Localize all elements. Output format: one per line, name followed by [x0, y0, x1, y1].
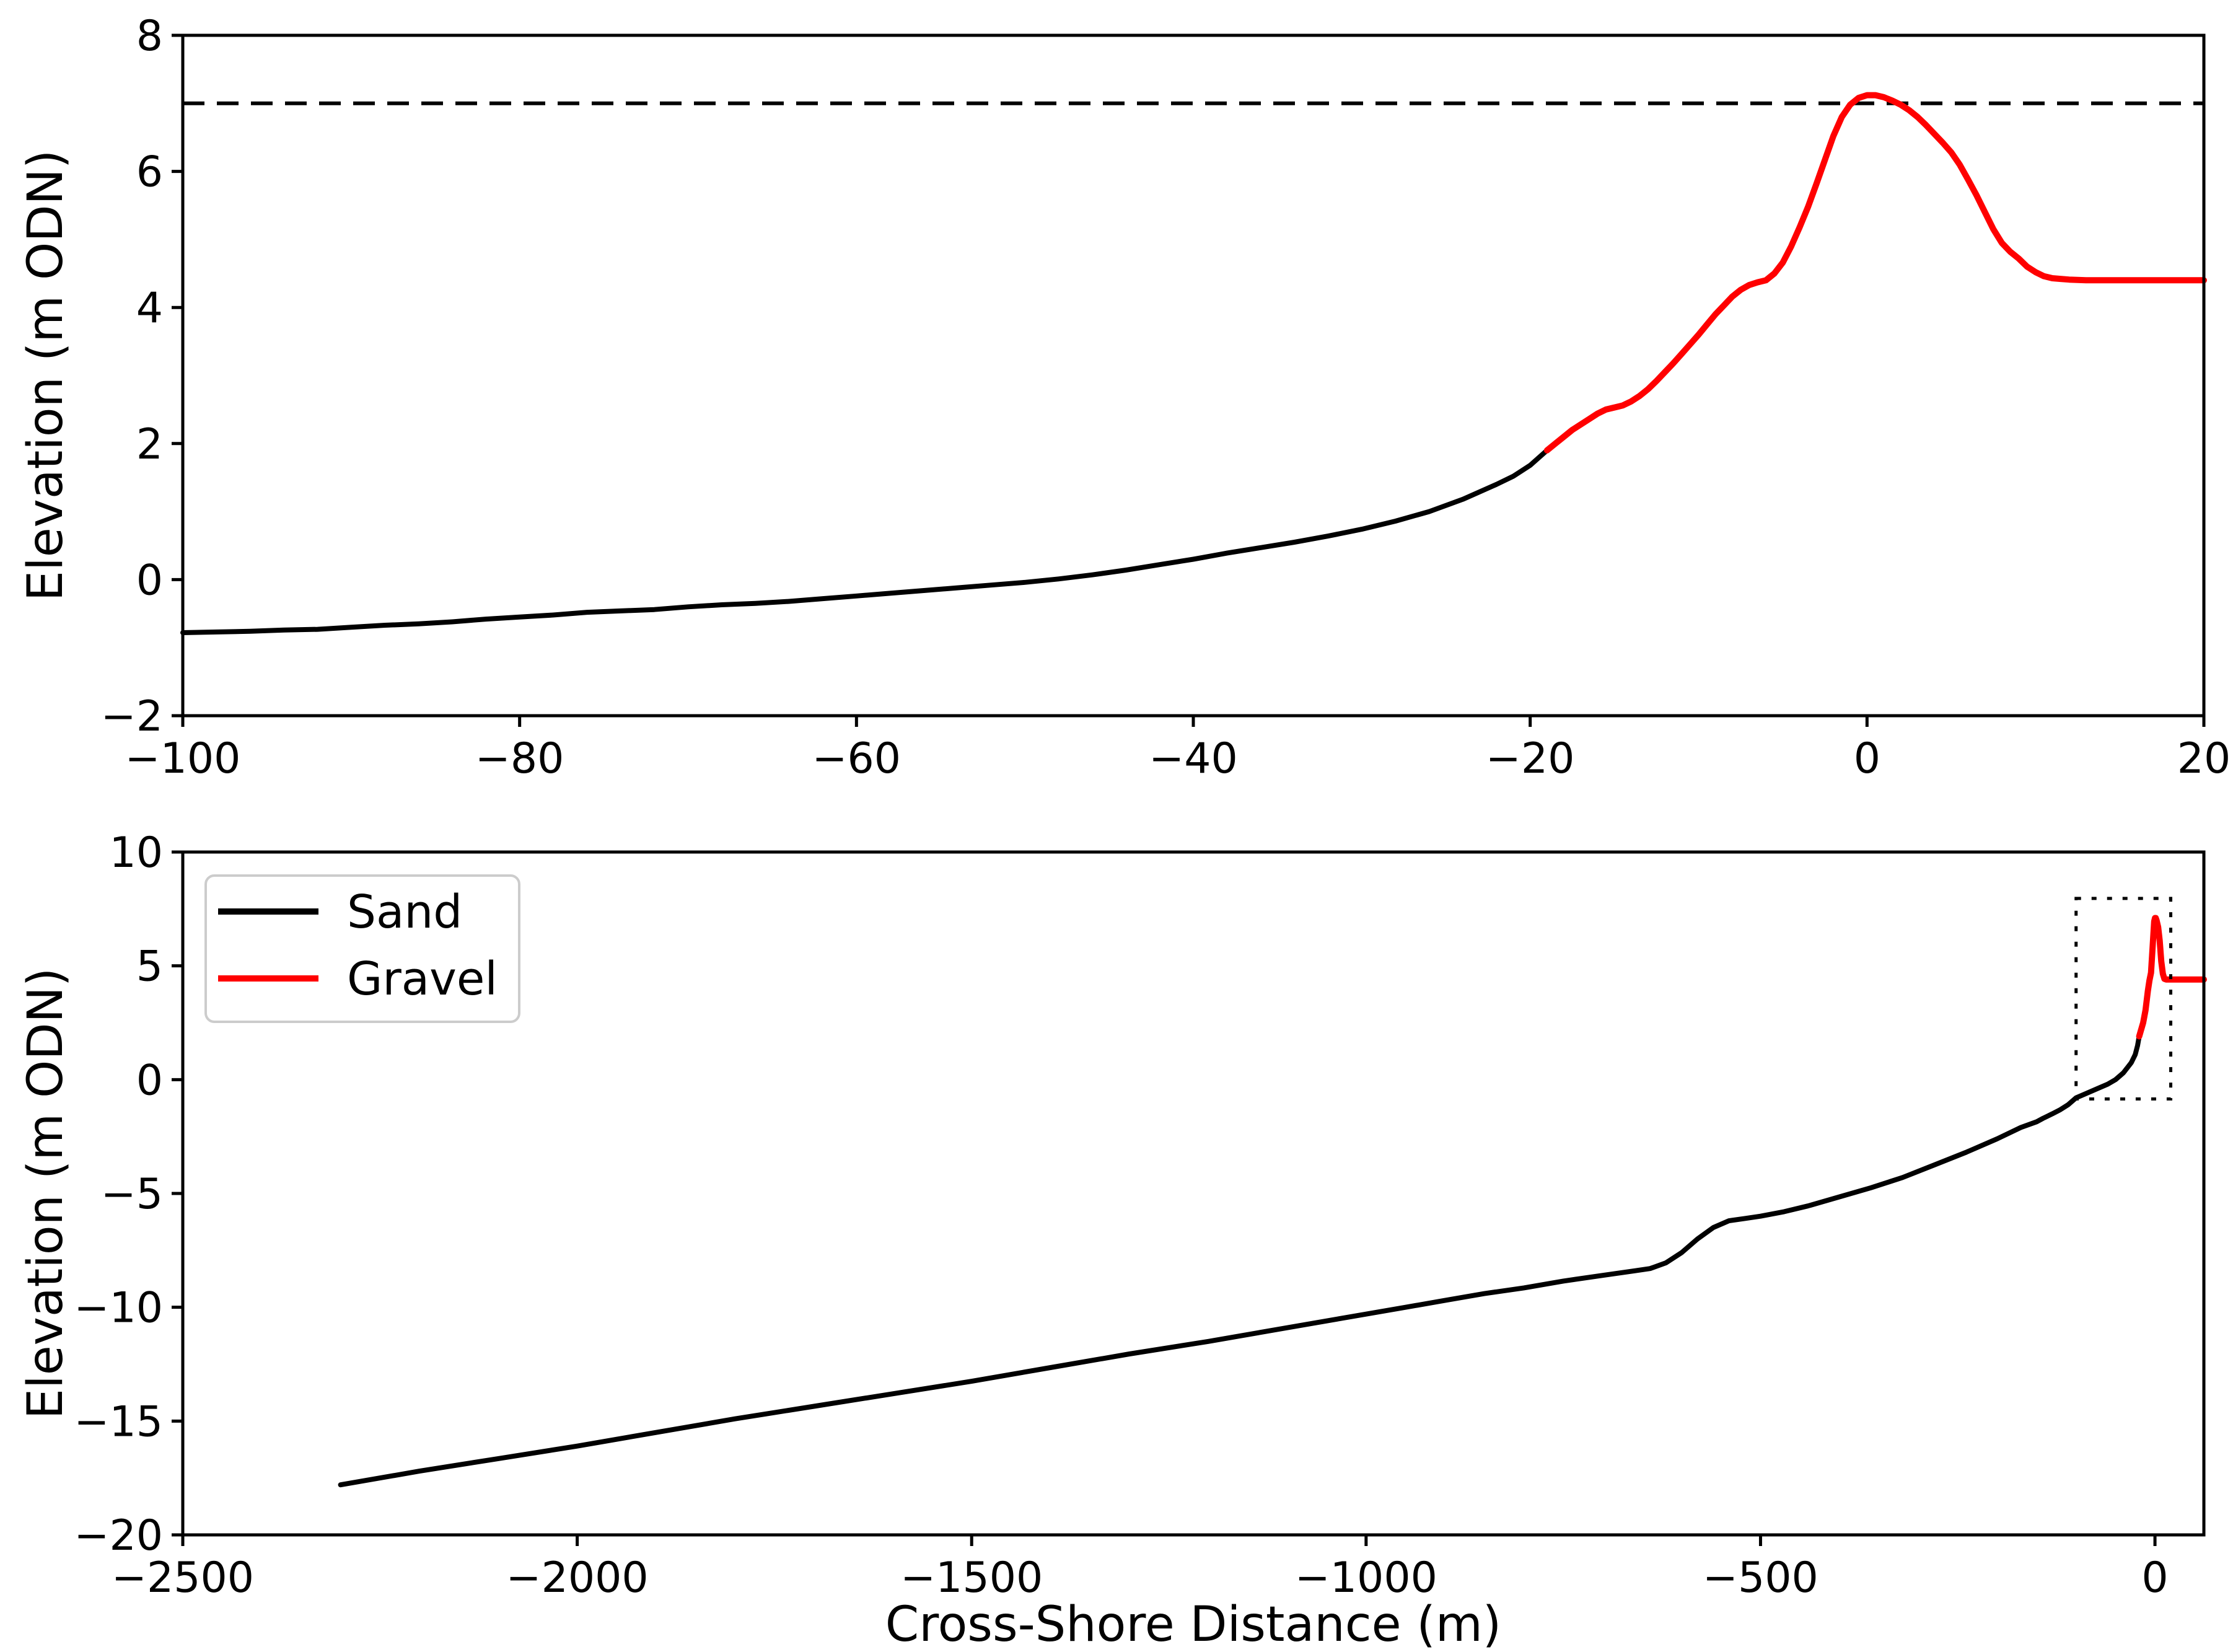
bot-y-tick-label: −10 [74, 1284, 163, 1333]
top-y-tick-label: 6 [136, 148, 163, 197]
bottom-y-axis-label: Elevation (m ODN) [18, 968, 74, 1420]
legend-gravel-label: Gravel [347, 952, 498, 1006]
legend: Sand Gravel [204, 874, 520, 1023]
bot-y-tick-label: 10 [109, 828, 163, 877]
top-chart-spines [181, 33, 2206, 718]
top-y-tick-label: 8 [136, 12, 163, 61]
bot-x-tick-label: −2000 [506, 1553, 649, 1602]
bottom-chart: −2500 −2000 −1500 −1000 −500 0 10 5 0 −5 −10 −15 −2… [18, 828, 2207, 1652]
bot-x-tick-label: −2500 [112, 1553, 254, 1602]
bot-x-tick-label: 0 [2141, 1553, 2168, 1602]
top-y-axis-label: Elevation (m ODN) [18, 150, 74, 602]
top-x-tick-label: −20 [1486, 734, 1575, 783]
bot-gravel-line [2136, 915, 2207, 1040]
inset-indicator-rect [2074, 897, 2173, 1101]
bottom-chart-x-ticks: −2500 −2000 −1500 −1000 −500 0 [112, 1535, 2169, 1602]
top-x-tick-label: 0 [1854, 734, 1880, 783]
top-y-tick-label: 0 [136, 556, 163, 605]
legend-sand-label: Sand [347, 885, 462, 939]
top-axes-frame [181, 33, 2206, 718]
bot-x-tick-label: −1500 [900, 1553, 1043, 1602]
bot-y-tick-label: 0 [136, 1056, 163, 1105]
x-axis-label: Cross-Shore Distance (m) [885, 1597, 1501, 1652]
top-y-tick-label: 2 [136, 420, 163, 469]
top-y-tick-label: −2 [101, 692, 163, 741]
bottom-chart-y-ticks: 10 5 0 −5 −10 −15 −20 [74, 828, 183, 1560]
bot-y-tick-label: −20 [74, 1511, 163, 1560]
top-x-tick-label: 20 [2177, 734, 2231, 783]
top-x-tick-label: −80 [475, 734, 564, 783]
bot-x-tick-label: −500 [1703, 1553, 1818, 1602]
inset-indicator-box [2074, 897, 2173, 1101]
top-sand-line [180, 447, 1550, 635]
top-chart-series [180, 92, 2207, 635]
bot-y-tick-label: −5 [101, 1170, 163, 1219]
top-gravel-line [1543, 92, 2207, 454]
top-x-tick-label: −100 [125, 734, 241, 783]
bot-sand-line [338, 1034, 2142, 1488]
bot-y-tick-label: 5 [136, 942, 163, 991]
bot-x-tick-label: −1000 [1295, 1553, 1437, 1602]
bottom-chart-series [338, 915, 2207, 1488]
top-x-tick-label: −40 [1149, 734, 1238, 783]
top-chart-x-ticks: −100 −80 −60 −40 −20 0 20 [125, 716, 2231, 783]
bot-y-tick-label: −15 [74, 1397, 163, 1446]
top-chart-y-ticks: 8 6 4 2 0 −2 [101, 12, 183, 741]
top-y-tick-label: 4 [136, 284, 163, 333]
top-x-tick-label: −60 [812, 734, 902, 783]
